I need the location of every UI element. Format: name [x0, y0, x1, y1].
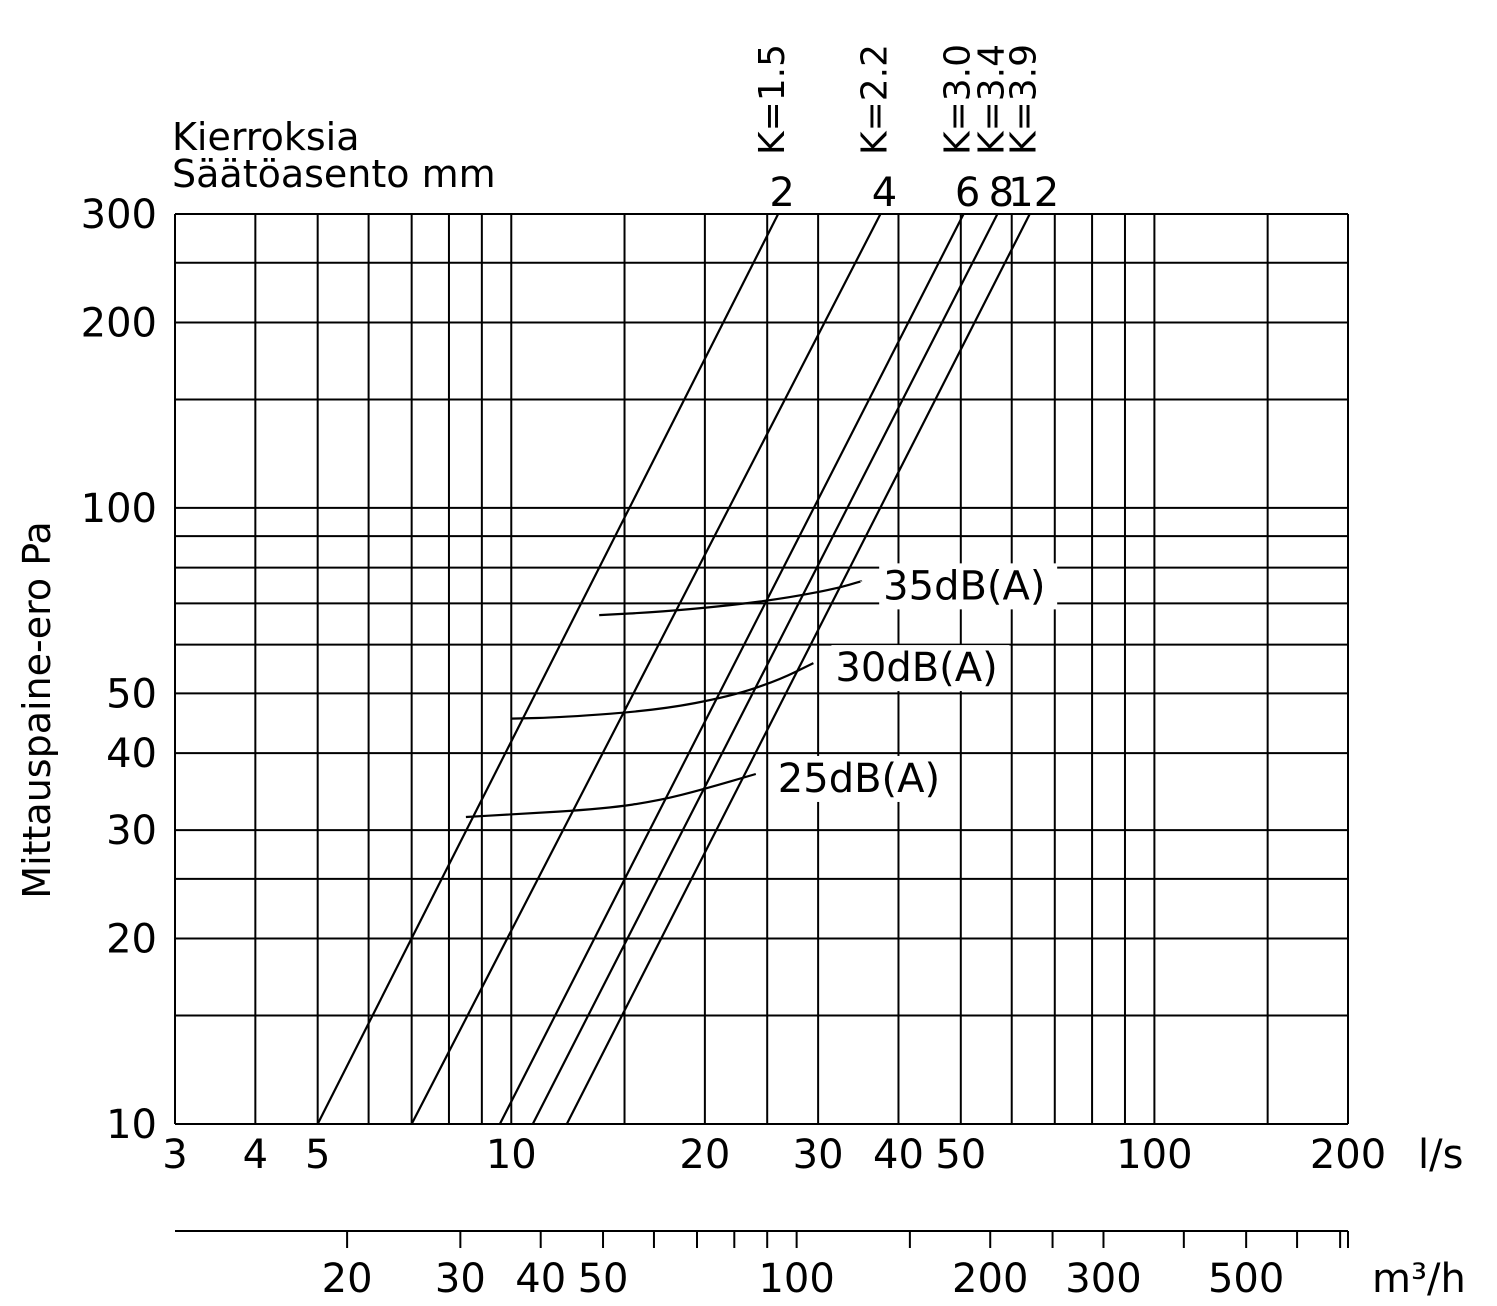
setting-label: 12: [1008, 170, 1059, 216]
y-tick-label: 200: [81, 300, 157, 346]
x2-tick-label: 30: [435, 1256, 486, 1302]
x2-tick-label: 500: [1208, 1256, 1284, 1302]
y-tick-label: 30: [106, 808, 157, 854]
x-tick-label: 40: [873, 1132, 924, 1178]
x2-tick-label: 100: [758, 1256, 834, 1302]
x-tick-label: 4: [243, 1132, 268, 1178]
setting-label: 6: [955, 170, 980, 216]
x-tick-label: 10: [486, 1132, 537, 1178]
x-tick-label: 5: [305, 1132, 330, 1178]
noise-curve: [599, 580, 863, 617]
k-value-label: K=3.9: [1004, 44, 1045, 155]
k-value-label: K=2.2: [854, 44, 895, 155]
x2-tick-label: 40: [515, 1256, 566, 1302]
noise-label: 25dB(A): [778, 756, 940, 802]
noise-label: 35dB(A): [883, 563, 1045, 609]
k-line-12: [565, 213, 1031, 1125]
noise-label-bg: [831, 645, 1010, 692]
setting-label: 8: [989, 170, 1014, 216]
y-tick-label: 10: [106, 1102, 157, 1148]
k-line-6: [498, 213, 965, 1125]
k-lines: [316, 213, 1031, 1125]
header-line-2: Säätöasento mm: [172, 152, 496, 196]
y-tick-label: 50: [106, 671, 157, 717]
k-line-2: [316, 213, 780, 1125]
x2-tick-label: 200: [952, 1256, 1028, 1302]
noise-label-bg: [879, 563, 1058, 610]
y-tick-label: 300: [81, 192, 157, 238]
k-value-label: K=3.4: [971, 44, 1012, 155]
y-tick-label: 40: [106, 731, 157, 777]
noise-label: 30dB(A): [835, 645, 997, 691]
y-tick-label: 20: [106, 917, 157, 963]
x-tick-label: 100: [1116, 1132, 1192, 1178]
noise-curves: [465, 580, 863, 819]
labels: Kierroksia Säätöasento mm Mittauspaine-e…: [15, 44, 1466, 1302]
y-tick-label: 100: [81, 486, 157, 532]
x2-tick-label: 300: [1065, 1256, 1141, 1302]
k-line-4: [410, 213, 882, 1125]
noise-label-bg: [773, 755, 952, 802]
k-line-8: [531, 213, 999, 1125]
x2-tick-label: 50: [578, 1256, 629, 1302]
x-tick-label: 50: [935, 1132, 986, 1178]
y-axis-label: Mittauspaine-ero Pa: [15, 521, 59, 898]
x2-tick-label: 20: [322, 1256, 373, 1302]
k-value-label: K=3.0: [938, 44, 979, 155]
noise-curve: [511, 662, 814, 720]
k-value-label: K=1.5: [752, 44, 793, 155]
x-axis-unit: l/s: [1418, 1132, 1463, 1178]
x-tick-label: 200: [1310, 1132, 1386, 1178]
x-tick-label: 3: [162, 1132, 187, 1178]
setting-label: 4: [872, 170, 897, 216]
x-tick-label: 20: [679, 1132, 730, 1178]
header-line-1: Kierroksia: [172, 115, 360, 159]
noise-curve: [465, 772, 757, 819]
setting-label: 2: [769, 170, 794, 216]
x-tick-label: 30: [793, 1132, 844, 1178]
grid: [174, 213, 1349, 1248]
x2-axis-unit: m³/h: [1372, 1256, 1466, 1302]
